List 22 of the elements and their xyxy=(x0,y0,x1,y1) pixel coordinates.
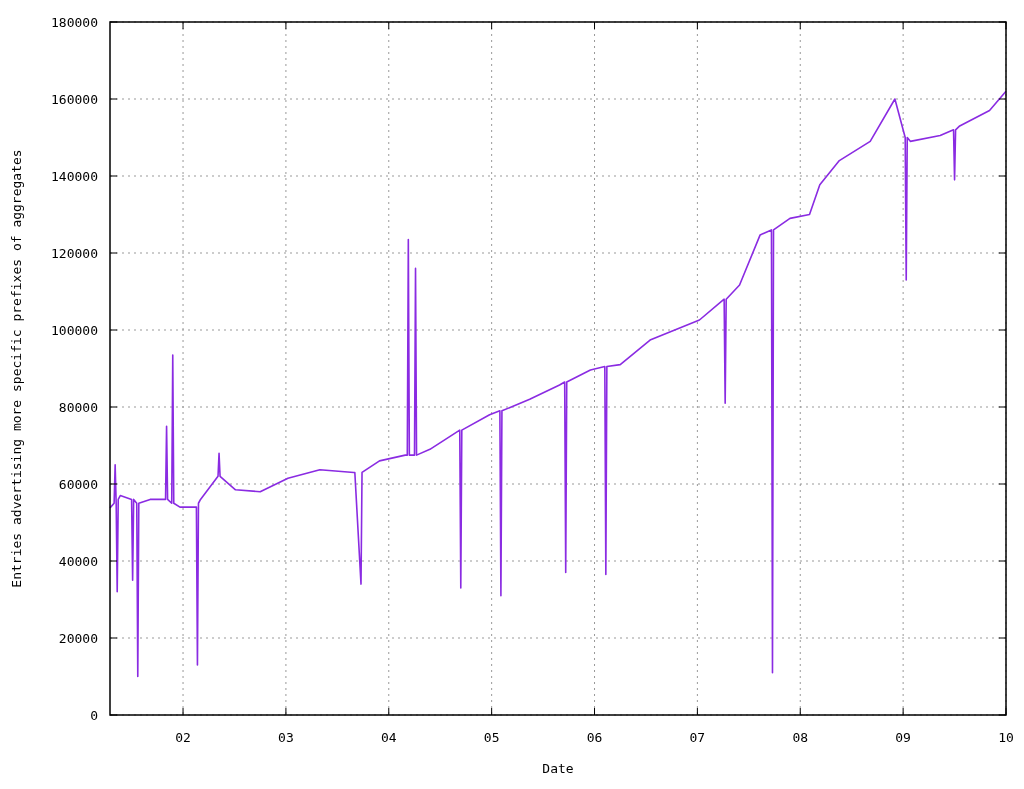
x-tick-label: 04 xyxy=(380,730,397,745)
x-tick-label: 03 xyxy=(278,730,294,745)
y-tick-label: 80000 xyxy=(58,399,98,415)
y-tick-label: 180000 xyxy=(51,14,98,30)
y-tick-label: 0 xyxy=(90,707,98,723)
y-tick-label: 100000 xyxy=(51,322,98,338)
y-tick-label: 140000 xyxy=(51,168,98,184)
x-tick-label: 10 xyxy=(998,730,1014,745)
x-tick-label: 02 xyxy=(175,730,191,745)
y-axis-title: Entries advertising more specific prefixes of aggregates xyxy=(9,149,24,588)
x-tick-label: 09 xyxy=(895,730,911,745)
line-series xyxy=(109,90,1007,678)
y-tick-label: 60000 xyxy=(58,476,98,492)
x-tick-label: 08 xyxy=(792,730,809,745)
y-tick-label: 20000 xyxy=(58,630,98,646)
x-tick-label: 05 xyxy=(483,730,500,745)
y-tick-label: 160000 xyxy=(51,91,98,107)
y-tick-label: 120000 xyxy=(51,245,98,261)
x-axis-title: Date xyxy=(542,761,574,776)
x-tick-label: 06 xyxy=(586,730,603,745)
y-tick-label: 40000 xyxy=(58,553,98,569)
x-tick-label: 07 xyxy=(689,730,706,745)
